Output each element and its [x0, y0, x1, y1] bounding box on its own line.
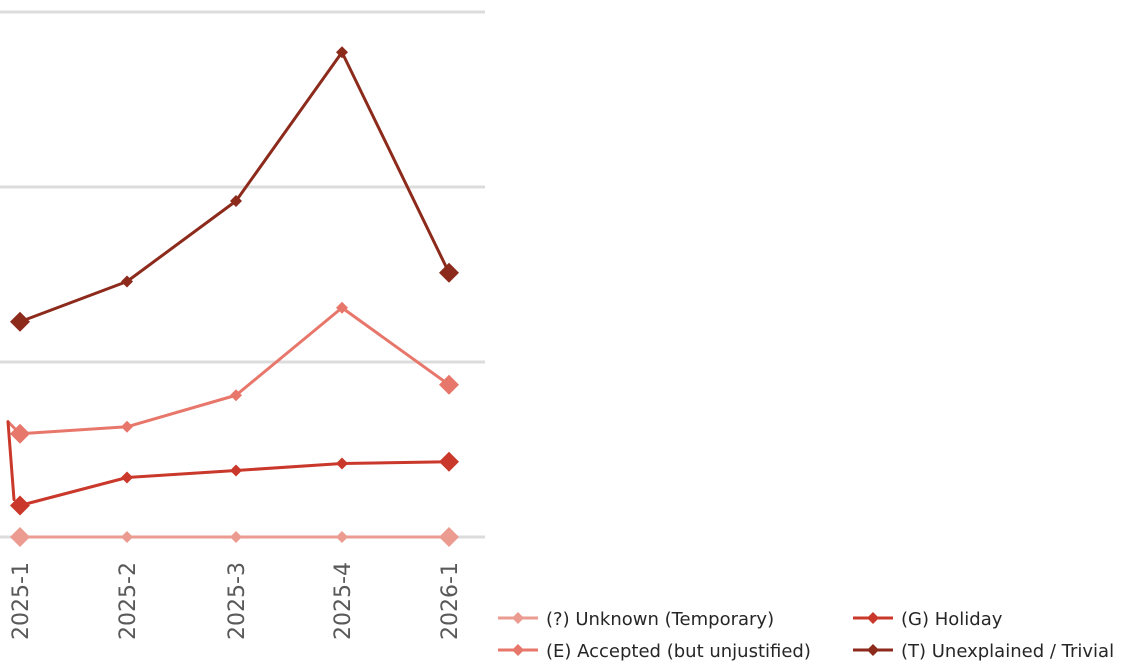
data-point[interactable] — [439, 451, 459, 472]
data-point[interactable] — [230, 464, 242, 477]
x-tick-label: 2025-4 — [331, 562, 356, 640]
data-point[interactable] — [230, 389, 242, 402]
series-1 — [6, 301, 459, 444]
legend-swatch-marker — [512, 612, 524, 624]
data-point[interactable] — [121, 531, 133, 543]
series-line — [6, 420, 451, 507]
legend-label: (T) Unexplained / Trivial — [901, 641, 1114, 662]
data-point[interactable] — [10, 423, 30, 444]
data-point[interactable] — [121, 471, 133, 484]
legend-swatch-marker — [867, 644, 879, 656]
legend: (?) Unknown (Temporary) (E) Accepted (but… — [498, 609, 1114, 662]
data-point[interactable] — [439, 262, 459, 283]
data-point[interactable] — [10, 311, 30, 332]
data-point[interactable] — [230, 195, 242, 207]
legend-label: (?) Unknown (Temporary) — [546, 609, 774, 630]
data-point[interactable] — [336, 301, 348, 314]
legend-swatch-marker — [867, 612, 879, 624]
legend-item[interactable]: (G) Holiday — [853, 609, 1003, 630]
data-point[interactable] — [10, 495, 30, 516]
data-point[interactable] — [336, 531, 348, 543]
legend-label: (E) Accepted (but unjustified) — [546, 641, 811, 662]
x-tick-label: 2025-1 — [9, 562, 34, 640]
legend-item[interactable]: (?) Unknown (Temporary) — [498, 609, 774, 630]
x-tick-label: 2026-1 — [438, 562, 463, 640]
data-point[interactable] — [230, 531, 242, 543]
data-point[interactable] — [10, 527, 30, 547]
x-tick-label: 2025-2 — [116, 562, 141, 640]
series-line — [6, 306, 451, 436]
series-2 — [6, 420, 459, 516]
data-point[interactable] — [336, 457, 348, 470]
legend-item[interactable]: (T) Unexplained / Trivial — [853, 641, 1114, 662]
legend-swatch-marker — [512, 644, 524, 656]
series-3 — [10, 46, 459, 332]
series-0 — [10, 527, 459, 547]
x-tick-label: 2025-3 — [225, 562, 250, 640]
data-point[interactable] — [121, 275, 133, 288]
gridlines — [0, 10, 485, 539]
data-point[interactable] — [439, 374, 459, 395]
legend-item[interactable]: (E) Accepted (but unjustified) — [498, 641, 811, 662]
legend-label: (G) Holiday — [901, 609, 1003, 630]
series-lines — [6, 46, 459, 547]
data-point[interactable] — [439, 527, 459, 547]
data-point[interactable] — [121, 420, 133, 433]
data-point[interactable] — [336, 46, 348, 59]
x-axis-ticks: 2025-1 2025-2 2025-3 2025-4 2026-1 — [9, 562, 463, 640]
